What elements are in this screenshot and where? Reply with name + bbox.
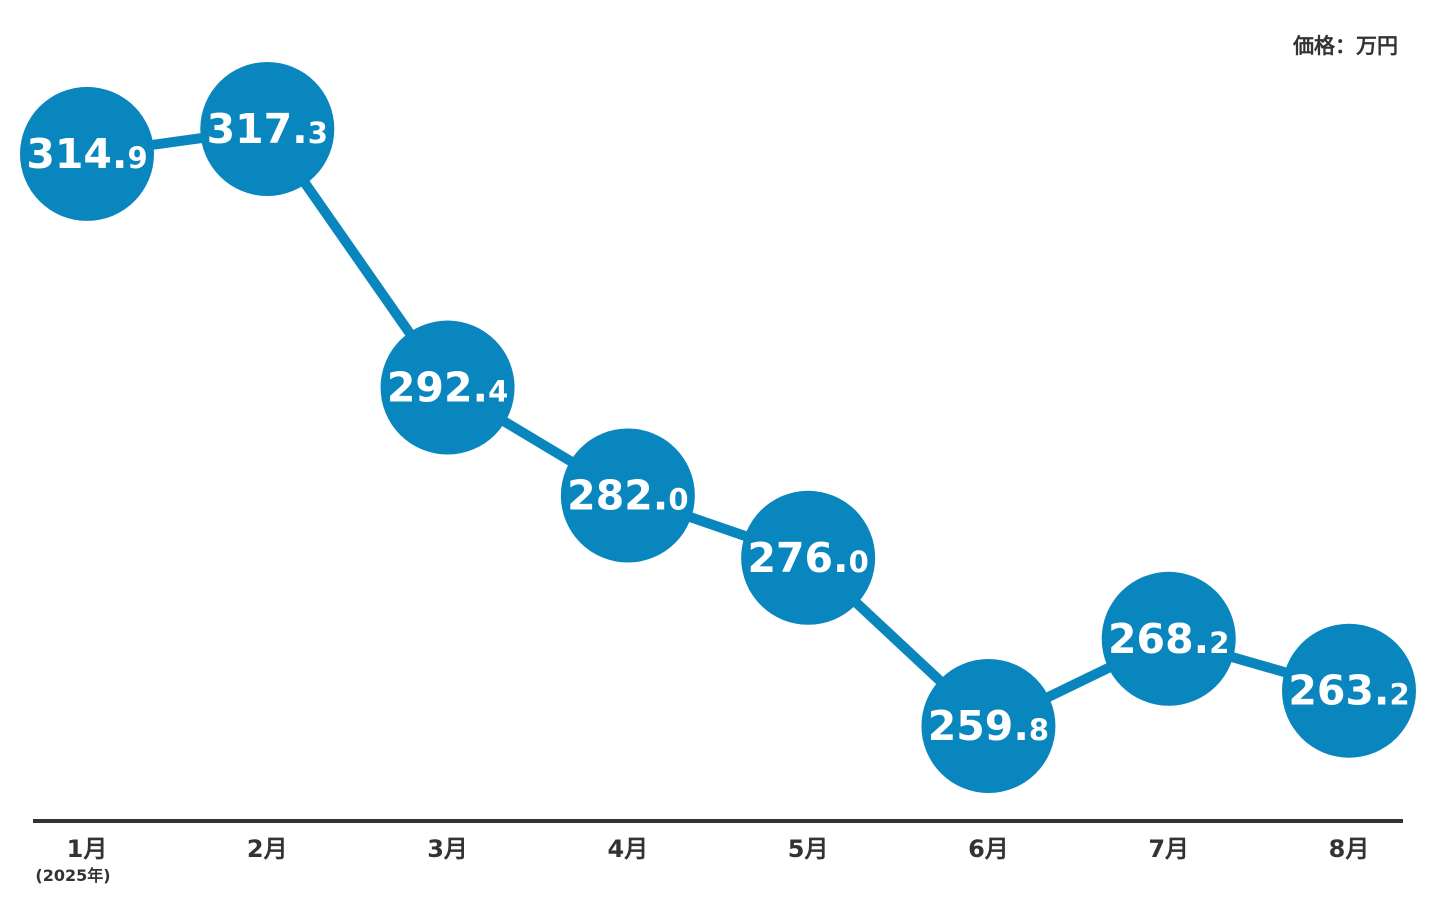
x-tick-label: 4月 xyxy=(608,835,649,863)
data-points: 314.9 317.3 292.4 282.0 276.0 259.8 268.2 263.2 xyxy=(20,62,1416,793)
data-point: 282.0 xyxy=(560,428,695,563)
x-tick-label: 5月 xyxy=(788,835,829,863)
data-point: 268.2 xyxy=(1101,571,1236,706)
x-tick-label: 3月 xyxy=(427,835,468,863)
x-tick-label: 8月 xyxy=(1329,835,1370,863)
data-point: 292.4 xyxy=(380,320,515,455)
data-point-marker xyxy=(921,659,1056,793)
data-point: 259.8 xyxy=(921,659,1056,793)
data-point: 317.3 xyxy=(200,62,335,196)
unit-label: 価格：万円 xyxy=(1293,34,1398,58)
data-point-marker xyxy=(380,320,515,455)
data-point-marker xyxy=(20,86,154,221)
data-point: 314.9 xyxy=(20,86,154,221)
x-tick-label: 2月 xyxy=(247,835,288,863)
data-label: 268.2 xyxy=(1108,615,1229,663)
data-point-marker xyxy=(200,62,335,196)
data-label: 314.9 xyxy=(26,130,147,178)
data-label: 259.8 xyxy=(928,702,1049,750)
data-point-marker xyxy=(741,490,876,625)
x-tick-label: 7月 xyxy=(1148,835,1189,863)
x-tick-label: 6月 xyxy=(968,835,1009,863)
data-point: 263.2 xyxy=(1282,623,1416,758)
data-label: 317.3 xyxy=(207,105,328,153)
data-label: 276.0 xyxy=(747,534,868,582)
data-label: 292.4 xyxy=(387,364,508,412)
data-label: 263.2 xyxy=(1288,667,1409,715)
x-tick-label: 1月 xyxy=(67,835,108,863)
data-point-marker xyxy=(560,428,695,563)
x-tick-sublabel: (2025年) xyxy=(35,866,110,885)
data-point-marker xyxy=(1101,571,1236,706)
x-axis-ticks: 1月 (2025年) 2月 3月 4月 5月 6月 7月 8月 xyxy=(35,835,1369,885)
data-point-marker xyxy=(1282,623,1416,758)
data-label: 282.0 xyxy=(567,472,688,520)
data-point: 276.0 xyxy=(741,490,876,625)
